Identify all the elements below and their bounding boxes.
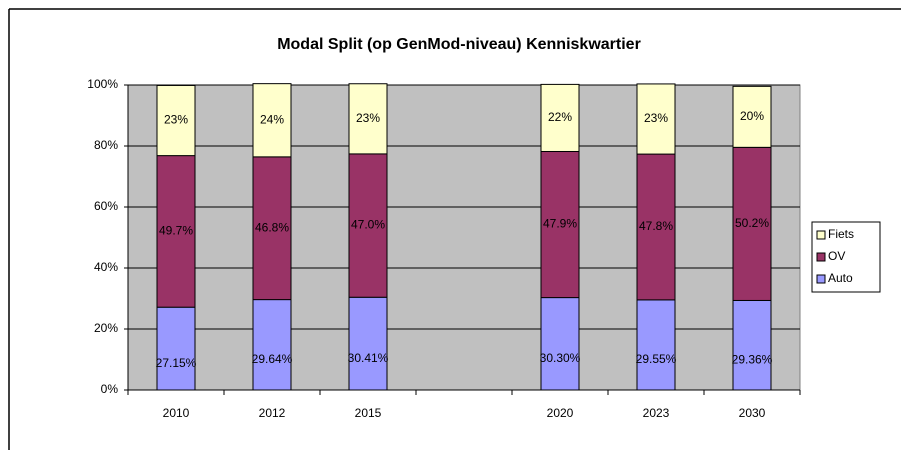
y-tick-label: 80%: [94, 138, 118, 152]
x-tick-label: 2012: [259, 406, 286, 420]
bar-segment: [636, 83, 676, 155]
data-label: 50.2%: [735, 216, 769, 230]
y-tick-label: 60%: [94, 199, 118, 213]
legend-swatch: [816, 252, 826, 262]
y-tick-label: 0%: [101, 382, 119, 396]
legend-label: OV: [828, 249, 845, 263]
x-tick-label: 2030: [739, 406, 766, 420]
data-label: 27.15%: [156, 356, 197, 370]
bar-segment: [348, 83, 388, 155]
data-label: 30.41%: [348, 351, 389, 365]
bar-segment: [732, 299, 772, 391]
bar-segment: [252, 299, 292, 391]
y-tick-label: 100%: [87, 77, 118, 91]
data-label: 22%: [548, 110, 572, 124]
data-label: 47.8%: [639, 219, 673, 233]
data-label: 23%: [356, 111, 380, 125]
bar-segment: [540, 83, 580, 152]
data-label: 47.0%: [351, 218, 385, 232]
data-label: 29.55%: [636, 352, 677, 366]
x-tick-label: 2010: [163, 406, 190, 420]
legend-label: Auto: [828, 271, 853, 285]
bar-segment: [348, 153, 388, 298]
y-tick-label: 40%: [94, 260, 118, 274]
bar-segment: [156, 155, 196, 308]
y-tick-label: 20%: [94, 321, 118, 335]
bar-segment: [156, 306, 196, 391]
chart-title: Modal Split (op GenMod-niveau) Kenniskwa…: [277, 36, 641, 53]
data-label: 30.30%: [540, 351, 581, 365]
data-label: 23%: [164, 113, 188, 127]
data-label: 20%: [740, 109, 764, 123]
legend-label: Fiets: [828, 227, 854, 241]
plot-area: [127, 84, 801, 391]
data-label: 29.36%: [732, 352, 773, 366]
data-label: 24%: [260, 112, 284, 126]
data-label: 49.7%: [159, 224, 193, 238]
x-tick-label: 2015: [355, 406, 382, 420]
x-tick-label: 2020: [547, 406, 574, 420]
legend-swatch: [816, 274, 826, 284]
bar-segment: [252, 83, 292, 158]
bar-segment: [156, 84, 196, 157]
legend-swatch: [816, 230, 826, 240]
data-label: 46.8%: [255, 220, 289, 234]
data-label: 29.64%: [252, 352, 293, 366]
bar-segment: [636, 153, 676, 301]
bar-segment: [540, 297, 580, 391]
bar-segment: [348, 296, 388, 391]
bar-segment: [540, 150, 580, 299]
data-label: 23%: [644, 111, 668, 125]
data-label: 47.9%: [543, 217, 577, 231]
x-tick-label: 2023: [643, 406, 670, 420]
bar-segment: [636, 299, 676, 391]
bar-segment: [732, 85, 772, 148]
